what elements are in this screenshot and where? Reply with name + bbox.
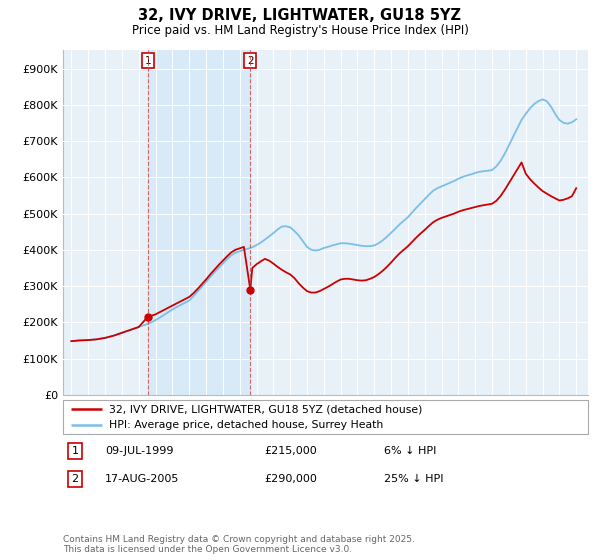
Text: 32, IVY DRIVE, LIGHTWATER, GU18 5YZ: 32, IVY DRIVE, LIGHTWATER, GU18 5YZ (139, 8, 461, 24)
FancyBboxPatch shape (63, 400, 588, 434)
Text: 32, IVY DRIVE, LIGHTWATER, GU18 5YZ (detached house): 32, IVY DRIVE, LIGHTWATER, GU18 5YZ (det… (109, 404, 422, 414)
Text: 25% ↓ HPI: 25% ↓ HPI (384, 474, 443, 484)
Text: £215,000: £215,000 (264, 446, 317, 456)
Text: 6% ↓ HPI: 6% ↓ HPI (384, 446, 436, 456)
Text: 17-AUG-2005: 17-AUG-2005 (105, 474, 179, 484)
Text: Price paid vs. HM Land Registry's House Price Index (HPI): Price paid vs. HM Land Registry's House … (131, 24, 469, 36)
Text: 2: 2 (247, 55, 254, 66)
Text: HPI: Average price, detached house, Surrey Heath: HPI: Average price, detached house, Surr… (109, 419, 383, 430)
Text: Contains HM Land Registry data © Crown copyright and database right 2025.
This d: Contains HM Land Registry data © Crown c… (63, 535, 415, 554)
Text: 1: 1 (71, 446, 79, 456)
Text: 1: 1 (145, 55, 151, 66)
Text: £290,000: £290,000 (264, 474, 317, 484)
Text: 2: 2 (71, 474, 79, 484)
Text: 09-JUL-1999: 09-JUL-1999 (105, 446, 173, 456)
Bar (148, 50, 250, 395)
